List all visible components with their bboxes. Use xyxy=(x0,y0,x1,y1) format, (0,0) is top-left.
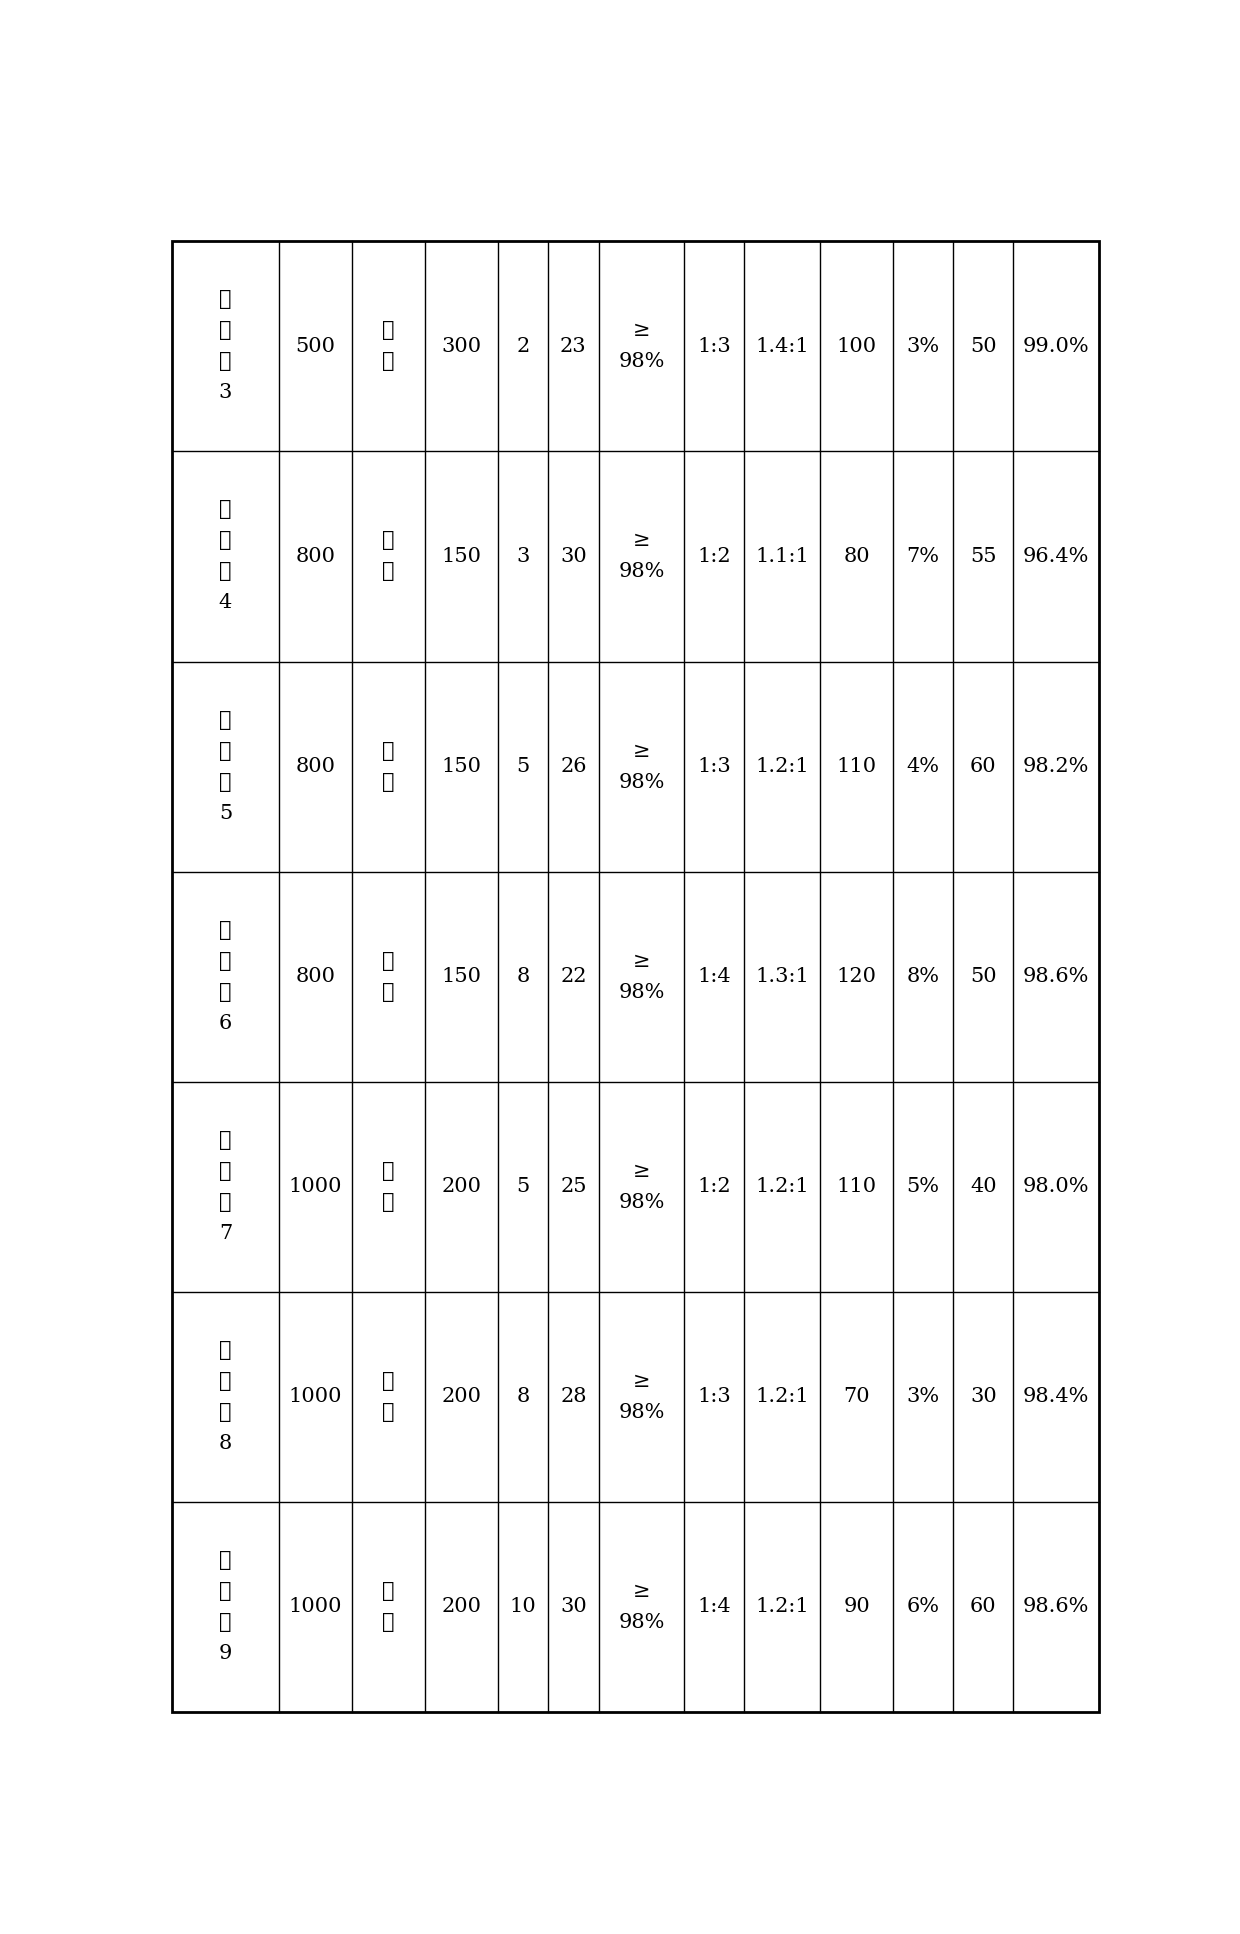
Text: 1.2:1: 1.2:1 xyxy=(755,1178,808,1197)
Text: 3: 3 xyxy=(516,547,529,567)
Text: 1:3: 1:3 xyxy=(697,1387,732,1406)
Text: ≥
98%: ≥ 98% xyxy=(619,741,665,791)
Text: 稻
草: 稻 草 xyxy=(382,532,394,582)
Text: 200: 200 xyxy=(441,1597,481,1617)
Text: 5%: 5% xyxy=(906,1178,940,1197)
Text: 实
施
例
6: 实 施 例 6 xyxy=(219,921,232,1033)
Text: 8: 8 xyxy=(516,1387,529,1406)
Text: 实
施
例
3: 实 施 例 3 xyxy=(218,290,232,402)
Text: 28: 28 xyxy=(560,1387,587,1406)
Text: ≥
98%: ≥ 98% xyxy=(619,321,665,371)
Text: 98.6%: 98.6% xyxy=(1023,1597,1090,1617)
Text: 80: 80 xyxy=(843,547,869,567)
Text: 2: 2 xyxy=(516,337,529,356)
Text: 1.2:1: 1.2:1 xyxy=(755,1597,808,1617)
Text: 70: 70 xyxy=(843,1387,869,1406)
Text: 30: 30 xyxy=(560,1597,587,1617)
Text: 1:3: 1:3 xyxy=(697,337,732,356)
Text: ≥
98%: ≥ 98% xyxy=(619,532,665,582)
Text: 110: 110 xyxy=(837,1178,877,1197)
Text: 3%: 3% xyxy=(906,337,940,356)
Text: 60: 60 xyxy=(970,756,997,776)
Text: 800: 800 xyxy=(295,547,335,567)
Text: ≥
98%: ≥ 98% xyxy=(619,1582,665,1632)
Text: 1000: 1000 xyxy=(289,1178,342,1197)
Text: 200: 200 xyxy=(441,1178,481,1197)
Text: 90: 90 xyxy=(843,1597,870,1617)
Text: 99.0%: 99.0% xyxy=(1023,337,1090,356)
Text: 1.2:1: 1.2:1 xyxy=(755,1387,808,1406)
Text: 秸
秆: 秸 秆 xyxy=(382,741,394,791)
Text: 实
施
例
5: 实 施 例 5 xyxy=(219,710,232,822)
Text: 1000: 1000 xyxy=(289,1597,342,1617)
Text: 实
施
例
9: 实 施 例 9 xyxy=(218,1551,232,1663)
Text: 秸
秆: 秸 秆 xyxy=(382,1371,394,1421)
Text: 98.2%: 98.2% xyxy=(1023,756,1090,776)
Text: 8: 8 xyxy=(516,967,529,986)
Text: 稻
草: 稻 草 xyxy=(382,1162,394,1213)
Text: 98.0%: 98.0% xyxy=(1023,1178,1090,1197)
Text: ≥
98%: ≥ 98% xyxy=(619,952,665,1002)
Text: 98.4%: 98.4% xyxy=(1023,1387,1090,1406)
Text: 30: 30 xyxy=(560,547,587,567)
Text: 25: 25 xyxy=(560,1178,587,1197)
Text: 1:4: 1:4 xyxy=(697,1597,732,1617)
Text: 60: 60 xyxy=(970,1597,997,1617)
Text: 实
施
例
8: 实 施 例 8 xyxy=(219,1340,232,1452)
Text: 800: 800 xyxy=(295,756,335,776)
Text: 1.3:1: 1.3:1 xyxy=(755,967,810,986)
Text: 6%: 6% xyxy=(906,1597,940,1617)
Text: 1000: 1000 xyxy=(289,1387,342,1406)
Text: 500: 500 xyxy=(295,337,335,356)
Text: 7%: 7% xyxy=(906,547,940,567)
Text: 1.1:1: 1.1:1 xyxy=(755,547,810,567)
Text: 1:2: 1:2 xyxy=(697,1178,732,1197)
Text: 98.6%: 98.6% xyxy=(1023,967,1090,986)
Text: 30: 30 xyxy=(970,1387,997,1406)
Text: 3%: 3% xyxy=(906,1387,940,1406)
Text: 50: 50 xyxy=(970,967,997,986)
Text: 实
施
例
4: 实 施 例 4 xyxy=(219,501,232,613)
Text: 1:4: 1:4 xyxy=(697,967,732,986)
Text: 5: 5 xyxy=(516,1178,529,1197)
Text: 8%: 8% xyxy=(906,967,940,986)
Text: 1:3: 1:3 xyxy=(697,756,732,776)
Text: 50: 50 xyxy=(970,337,997,356)
Text: 120: 120 xyxy=(837,967,877,986)
Text: 1.2:1: 1.2:1 xyxy=(755,756,808,776)
Text: 实
施
例
7: 实 施 例 7 xyxy=(219,1131,232,1244)
Text: 96.4%: 96.4% xyxy=(1023,547,1090,567)
Text: 23: 23 xyxy=(560,337,587,356)
Text: 110: 110 xyxy=(837,756,877,776)
Text: 26: 26 xyxy=(560,756,587,776)
Text: 1:2: 1:2 xyxy=(697,547,732,567)
Text: 5: 5 xyxy=(516,756,529,776)
Text: 800: 800 xyxy=(295,967,335,986)
Text: 100: 100 xyxy=(837,337,877,356)
Text: 40: 40 xyxy=(970,1178,997,1197)
Text: ≥
98%: ≥ 98% xyxy=(619,1162,665,1213)
Text: 150: 150 xyxy=(441,547,481,567)
Text: 300: 300 xyxy=(441,337,481,356)
Text: ≥
98%: ≥ 98% xyxy=(619,1371,665,1421)
Text: 稻
草: 稻 草 xyxy=(382,321,394,371)
Text: 22: 22 xyxy=(560,967,587,986)
Text: 150: 150 xyxy=(441,967,481,986)
Text: 谷
壳: 谷 壳 xyxy=(382,1582,394,1632)
Text: 1.4:1: 1.4:1 xyxy=(755,337,808,356)
Text: 10: 10 xyxy=(510,1597,536,1617)
Text: 55: 55 xyxy=(970,547,997,567)
Text: 150: 150 xyxy=(441,756,481,776)
Text: 谷
壳: 谷 壳 xyxy=(382,952,394,1002)
Text: 4%: 4% xyxy=(906,756,940,776)
Text: 200: 200 xyxy=(441,1387,481,1406)
